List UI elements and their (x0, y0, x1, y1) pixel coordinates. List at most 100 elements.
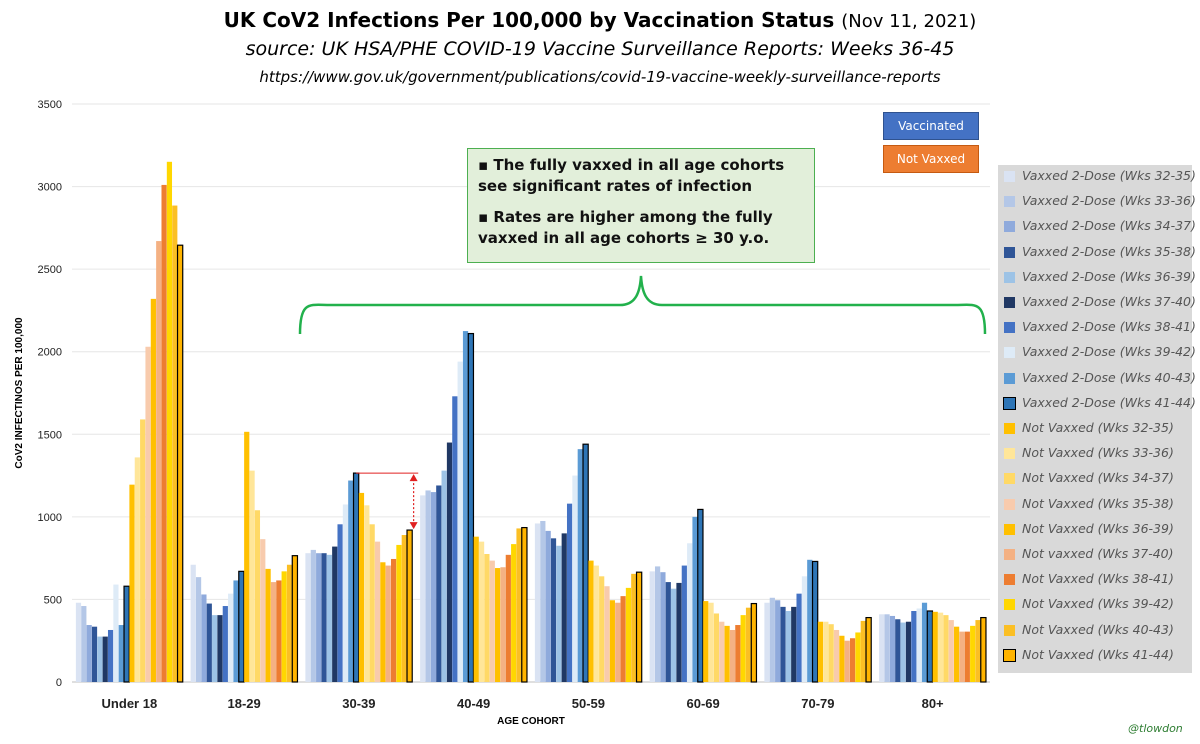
bar-18-29-s9 (238, 570, 245, 683)
bar-18-29-s8 (233, 580, 239, 682)
bar-30-39-s3 (321, 553, 327, 682)
legend-swatch (1004, 171, 1015, 182)
bar-18-29-s10 (244, 431, 250, 682)
legend-swatch (1004, 221, 1015, 233)
bar-under-18-s13 (145, 346, 151, 682)
y-tick-label: 0 (56, 677, 62, 689)
bar-40-49-s12 (484, 554, 490, 682)
bar-30-39-s4 (326, 554, 332, 682)
legend-swatch (1004, 322, 1015, 334)
bar-40-49-s8 (462, 331, 469, 682)
bar-70-79-s0 (764, 602, 770, 682)
x-tick-label: 40-49 (457, 696, 490, 711)
chart-url: https://www.gov.uk/government/publicatio… (259, 68, 941, 86)
bar-80--s17 (970, 625, 976, 682)
bar-18-29-s16 (276, 580, 282, 682)
legend-label: Vaxxed 2-Dose (Wks 34-37) (1022, 218, 1196, 234)
legend-label: Not Vaxxed (Wks 41-44) (1022, 646, 1174, 662)
bar-50-59-s4 (556, 545, 562, 682)
bar-30-39-s15 (385, 565, 391, 682)
bar-80--s2 (889, 615, 896, 682)
bar-50-59-s8 (577, 449, 583, 682)
bar-under-18-s1 (81, 606, 87, 682)
bar-60-69-s16 (735, 625, 741, 682)
bar-30-39-s12 (369, 524, 375, 682)
bar-70-79-s11 (823, 621, 829, 682)
bar-18-29-s18 (286, 564, 293, 682)
bar-under-18-s0 (75, 602, 82, 682)
x-tick-label: Under 18 (102, 696, 158, 711)
bar-40-49-s18 (516, 528, 522, 682)
bar-60-69-s17 (740, 615, 746, 682)
bar-30-39-s10 (358, 492, 365, 682)
bar-18-29-s17 (281, 571, 287, 682)
bar-80--s13 (948, 620, 954, 682)
legend-label: Vaxxed 2-Dose (Wks 33-36) (1022, 193, 1196, 209)
bar-70-79-s13 (833, 629, 840, 682)
legend-label: Not Vaxxed (Wks 35-38) (1022, 495, 1174, 511)
bar-40-49-s15 (500, 567, 506, 682)
bar-under-18-s12 (140, 419, 146, 682)
x-tick-label: 50-59 (572, 696, 605, 711)
bar-80--s4 (900, 622, 906, 682)
bar-under-18-s19 (176, 244, 184, 683)
bar-80--s6 (911, 610, 917, 682)
bar-70-79-s8 (807, 559, 813, 682)
legend-label: Not Vaxxed (Wks 40-43) (1022, 621, 1174, 637)
legend-label: Not Vaxxed (Wks 33-36) (1022, 445, 1174, 461)
bar-40-49-s10 (473, 536, 479, 682)
bar-80--s3 (895, 619, 901, 682)
bar-under-18-s6 (107, 629, 114, 682)
legend-swatch (1004, 574, 1015, 586)
bar-30-39-s2 (316, 553, 322, 682)
bar-60-69-s12 (713, 613, 720, 682)
legend-swatch (1004, 599, 1015, 611)
bar-50-59-s9 (582, 443, 589, 683)
bar-50-59-s0 (534, 523, 541, 682)
bar-18-29-s4 (212, 615, 218, 682)
arrow-head-up (409, 474, 418, 482)
bar-30-39-s17 (396, 544, 402, 682)
title-main: UK CoV2 Infections Per 100,000 by Vaccin… (223, 8, 835, 32)
legend-swatch (1003, 648, 1016, 662)
bar-70-79-s10 (817, 621, 824, 682)
bar-70-79-s17 (855, 632, 861, 682)
bar-70-79-s16 (849, 638, 856, 682)
bar-30-39-s9 (352, 472, 360, 683)
bar-50-59-s12 (599, 576, 605, 682)
bar-40-49-s0 (420, 495, 426, 682)
bar-30-39-s6 (337, 524, 343, 682)
legend-swatch (1004, 246, 1015, 258)
bar-50-59-s1 (540, 520, 546, 682)
bar-80--s5 (905, 621, 912, 682)
y-tick-label: 2000 (38, 347, 62, 359)
bar-50-59-s6 (566, 503, 573, 682)
legend-swatch (1004, 423, 1015, 434)
bar-50-59-s16 (620, 596, 626, 682)
callout-box: ▪ The fully vaxxed in all age cohorts se… (467, 148, 815, 263)
bar-50-59-s2 (545, 530, 551, 682)
legend-swatch (1004, 271, 1015, 283)
bar-30-39-s13 (374, 541, 381, 682)
bar-30-39-s11 (364, 505, 370, 682)
bar-60-69-s0 (649, 571, 655, 682)
bar-70-79-s4 (785, 610, 791, 682)
bar-40-49-s7 (457, 361, 463, 682)
legend-swatch (1004, 473, 1015, 485)
bar-18-29-s7 (228, 593, 234, 682)
bar-60-69-s2 (660, 572, 666, 682)
bar-30-39-s5 (332, 546, 338, 682)
legend-swatch (1004, 523, 1015, 535)
cohort-bracket (298, 275, 987, 335)
bar-30-39-s1 (310, 549, 316, 682)
bar-under-18-s4 (97, 636, 103, 682)
x-tick-label: 80+ (922, 696, 944, 711)
bar-under-18-s9 (123, 585, 130, 683)
bar-18-29-s13 (260, 539, 266, 682)
not-vaxxed-tag: Not Vaxxed (883, 145, 979, 173)
callout-line-1: ▪ The fully vaxxed in all age cohorts se… (478, 156, 785, 195)
y-tick-label: 2500 (38, 264, 62, 276)
legend-label: Vaxxed 2-Dose (Wks 35-38) (1022, 243, 1196, 259)
bar-50-59-s10 (588, 560, 594, 682)
